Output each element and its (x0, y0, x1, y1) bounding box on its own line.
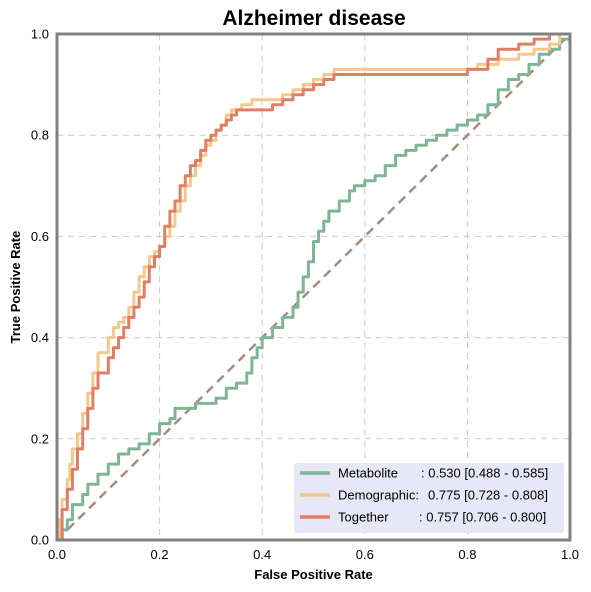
y-tick-label: 0.0 (31, 533, 49, 548)
y-tick-label: 0.6 (31, 229, 49, 244)
x-tick-label: 0.4 (253, 547, 271, 562)
x-tick-labels: 0.0 0.2 0.4 0.6 0.8 1.0 (48, 547, 579, 562)
legend-series-name: Demographic: (338, 488, 419, 503)
x-tick-label: 0.0 (48, 547, 66, 562)
x-axis-label: False Positive Rate (254, 567, 373, 582)
series-line-metabolite (55, 32, 572, 542)
y-tick-label: 1.0 (31, 27, 49, 42)
legend-box (294, 463, 564, 533)
y-tick-label: 0.8 (31, 128, 49, 143)
legend: Metabolite : 0.530 [0.488 - 0.585]Demogra… (294, 463, 564, 533)
chance-diagonal-line (56, 33, 571, 541)
y-tick-label: 0.2 (31, 431, 49, 446)
x-tick-label: 0.2 (151, 547, 169, 562)
chart-title: Alzheimer disease (222, 7, 405, 30)
reference-line (56, 33, 571, 541)
legend-series-name: Metabolite (338, 466, 398, 481)
y-axis-label: True Positive Rate (8, 231, 23, 344)
legend-series-value: : 0.530 [0.488 - 0.585] (421, 466, 548, 481)
series-line-together (55, 32, 572, 542)
legend-series-name: Together (338, 510, 389, 525)
x-tick-label: 0.6 (356, 547, 374, 562)
legend-series-value: 0.775 [0.728 - 0.808] (428, 488, 548, 503)
series-lines (55, 32, 572, 542)
legend-series-value: : 0.757 [0.706 - 0.800] (419, 510, 546, 525)
y-tick-labels: 0.0 0.2 0.4 0.6 0.8 1.0 (31, 27, 49, 548)
plot-frame (55, 32, 572, 542)
x-tick-label: 1.0 (561, 547, 579, 562)
grid-lines (57, 34, 570, 540)
y-tick-label: 0.4 (31, 330, 49, 345)
x-tick-label: 0.8 (458, 547, 476, 562)
